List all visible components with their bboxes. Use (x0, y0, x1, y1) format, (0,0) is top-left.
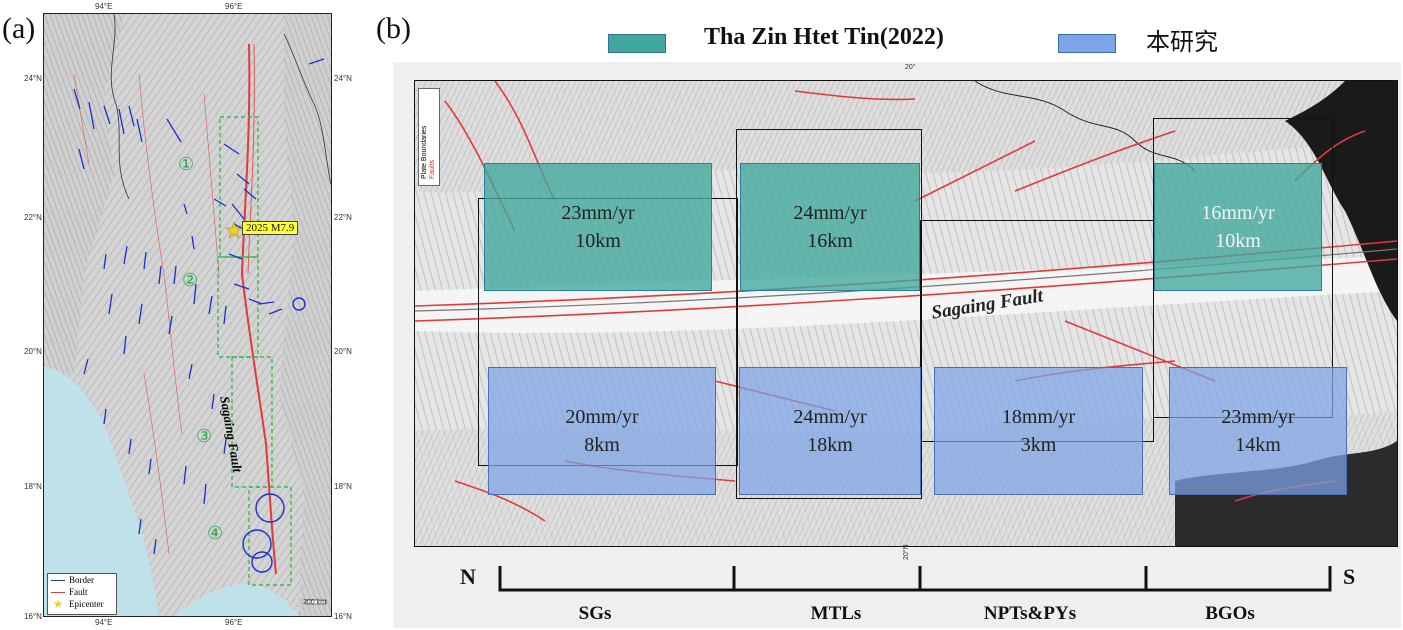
blue-box-1-depth: 8km (584, 434, 620, 456)
tick-right-24: 24°N (334, 74, 352, 83)
tick-left-24: 24°N (24, 74, 42, 83)
border-line-icon (51, 579, 65, 581)
legend-teal-label: Tha Zin Htet Tin(2022) (704, 24, 944, 50)
teal-box-1: 23mm/yr 10km (484, 163, 712, 291)
legend-fault: Fault (48, 586, 116, 598)
blue-box-1-rate: 20mm/yr (565, 406, 639, 428)
panel-a-map (43, 13, 332, 617)
blue-box-2: 24mm/yr 18km (739, 367, 921, 495)
blue-box-2-rate: 24mm/yr (793, 406, 867, 428)
blue-box-4-depth: 14km (1235, 434, 1281, 456)
legend-blue-swatch (1058, 34, 1116, 53)
south-label: S (1343, 564, 1356, 589)
teal-box-1-rate: 23mm/yr (561, 202, 635, 224)
tick-right-22: 22°N (334, 213, 352, 222)
blue-box-4: 23mm/yr 14km (1169, 367, 1347, 495)
tick-right-16: 16°N (334, 612, 352, 621)
tick-right-20: 20°N (334, 347, 352, 356)
teal-box-3-rate: 16mm/yr (1201, 202, 1275, 224)
segment-sgs: SGs (578, 603, 612, 624)
legend-border-label: Border (69, 575, 94, 585)
legend-epicenter: ★ Epicenter (48, 596, 116, 611)
blue-box-2-depth: 18km (807, 434, 853, 456)
scale-text: 200 km (303, 599, 326, 606)
panel-a-label: (a) (2, 12, 36, 45)
region-1-label: ① (178, 154, 195, 175)
teal-box-3-depth: 10km (1215, 230, 1261, 252)
tick-left-22: 22°N (24, 213, 42, 222)
region-4-label: ④ (207, 523, 224, 544)
teal-box-2: 24mm/yr 16km (740, 163, 920, 291)
bottom-tick: 20°N (903, 544, 910, 560)
blue-box-3-rate: 18mm/yr (1001, 406, 1076, 428)
study-frame-2 (736, 129, 922, 499)
region-2-label: ② (182, 270, 199, 291)
map-legend-plate: Plate Boundaries (421, 125, 428, 179)
blue-box-3-depth: 3km (1020, 434, 1057, 456)
teal-box-3: 16mm/yr 10km (1154, 163, 1322, 291)
north-label: N (460, 564, 476, 589)
panel-a-legend: Border Fault ★ Epicenter (47, 573, 117, 615)
tick-right-18: 18°N (334, 482, 352, 491)
blue-box-4-rate: 23mm/yr (1221, 406, 1295, 428)
map-legend: Plate Boundaries Faults (418, 88, 440, 186)
legend-fault-label: Fault (69, 587, 88, 597)
tick-left-18: 18°N (24, 482, 42, 491)
region-3-label: ③ (196, 426, 213, 447)
tick-left-16: 16°N (24, 612, 42, 621)
tick-bottom-96: 96°E (225, 618, 243, 627)
segment-bgos: BGOs (1205, 603, 1255, 624)
panel-a-relief (44, 14, 331, 616)
teal-box-1-depth: 10km (575, 230, 621, 252)
tick-top-96: 96°E (225, 2, 243, 11)
legend-blue-label: 本研究 (1146, 28, 1218, 56)
tick-left-20: 20°N (24, 347, 42, 356)
fault-line-icon (51, 591, 65, 593)
segment-npts-pys: NPTs&PYs (983, 603, 1077, 624)
legend-epicenter-label: Epicenter (69, 599, 104, 609)
legend-border: Border (48, 574, 116, 586)
blue-box-3: 18mm/yr 3km (934, 367, 1143, 495)
star-icon: ★ (52, 596, 64, 611)
map-legend-faults: Faults (429, 159, 436, 179)
tick-top-94: 94°E (95, 2, 113, 11)
top-tick: 20° (905, 64, 916, 71)
blue-box-1: 20mm/yr 8km (488, 367, 716, 495)
epicenter-label: 2025 M7.9 (242, 221, 299, 235)
legend-teal-swatch (608, 34, 666, 53)
tick-bottom-94: 94°E (95, 618, 113, 627)
teal-box-2-depth: 16km (807, 230, 853, 252)
segment-mtls: MTLs (810, 603, 862, 624)
segment-bracket (498, 566, 1332, 592)
panel-b-label: (b) (376, 12, 411, 45)
teal-box-2-rate: 24mm/yr (793, 202, 867, 224)
